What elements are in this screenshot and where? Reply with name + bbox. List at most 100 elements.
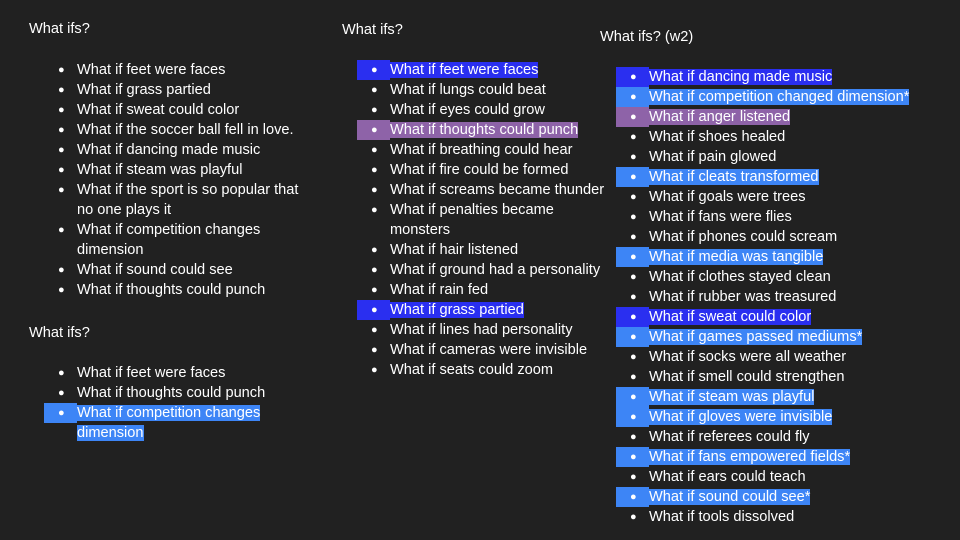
list-item: ● What if pain glowed xyxy=(630,147,909,167)
list-item-continuation: dimension xyxy=(77,423,265,443)
heading-what-ifs-2: What ifs? xyxy=(29,325,90,341)
list-item-text-continued: dimension xyxy=(77,242,144,258)
list-item: ● What if fans were flies xyxy=(630,207,909,227)
list-item: ● What if referees could fly xyxy=(630,427,909,447)
list-item-text: What if the sport is so popular that xyxy=(77,182,299,198)
bullet-icon: ● xyxy=(630,211,637,223)
bullet-icon: ● xyxy=(371,244,378,256)
list-item-text: What if anger listened xyxy=(649,109,791,125)
list-item-text: What if breathing could hear xyxy=(390,142,573,158)
bullet-icon: ● xyxy=(371,284,378,296)
bullet-icon: ● xyxy=(630,471,637,483)
list-item: ● What if rubber was treasured xyxy=(630,287,909,307)
list-item-text: What if the soccer ball fell in love. xyxy=(77,122,294,138)
bullet-icon: ● xyxy=(371,324,378,336)
heading-what-ifs-3: What ifs? xyxy=(342,22,403,38)
list-item-text: What if thoughts could punch xyxy=(77,282,266,298)
list-item: ● What if seats could zoom xyxy=(371,360,604,380)
list-item-text: What if fans were flies xyxy=(649,209,792,225)
list-item-text: What if grass partied xyxy=(77,82,211,98)
bullet-icon: ● xyxy=(371,204,378,216)
list-item: ● What if penalties became xyxy=(371,200,604,220)
bullet-icon: ● xyxy=(58,164,65,176)
bullet-icon: ● xyxy=(371,344,378,356)
list-item: ● What if feet were faces xyxy=(58,60,298,80)
bullet-icon: ● xyxy=(616,387,649,407)
list-item: ● What if sweat could color xyxy=(58,100,298,120)
list-item-text: What if screams became thunder xyxy=(390,182,605,198)
bullet-icon: ● xyxy=(371,144,378,156)
bullet-icon: ● xyxy=(357,300,390,320)
list-item: ● What if fire could be formed xyxy=(371,160,604,180)
list-item: ● What if steam was playful xyxy=(616,387,909,407)
list-item-text-continued: no one plays it xyxy=(77,202,172,218)
heading-what-ifs-w2: What ifs? (w2) xyxy=(600,29,694,45)
list-item-text: What if socks were all weather xyxy=(649,349,847,365)
bullet-icon: ● xyxy=(630,511,637,523)
list-item-text: What if steam was playful xyxy=(649,389,815,405)
list-item-text: What if hair listened xyxy=(390,242,519,258)
bullet-icon: ● xyxy=(630,291,637,303)
list-item-text: What if tools dissolved xyxy=(649,509,795,525)
list-item: ● What if tools dissolved xyxy=(630,507,909,527)
list-item: ● What if media was tangible xyxy=(616,247,909,267)
bullet-icon: ● xyxy=(58,184,65,196)
bullet-icon: ● xyxy=(58,264,65,276)
list-item: ● What if the soccer ball fell in love. xyxy=(58,120,298,140)
list-item: ● What if hair listened xyxy=(371,240,604,260)
bullet-icon: ● xyxy=(616,487,649,507)
list-item-text: What if clothes stayed clean xyxy=(649,269,831,285)
bullet-icon: ● xyxy=(44,403,77,423)
list-item: ● What if grass partied xyxy=(58,80,298,100)
heading-what-ifs-1: What ifs? xyxy=(29,21,90,37)
bullet-icon: ● xyxy=(616,107,649,127)
list-item: ● What if feet were faces xyxy=(58,363,265,383)
list-item: ● What if competition changes xyxy=(44,403,265,423)
list-item-text: What if grass partied xyxy=(390,302,524,318)
list-item-text: What if sweat could color xyxy=(77,102,240,118)
list-item-text: What if lungs could beat xyxy=(390,82,546,98)
bullet-icon: ● xyxy=(58,84,65,96)
list-item-text: What if goals were trees xyxy=(649,189,806,205)
list-item-text: What if fire could be formed xyxy=(390,162,569,178)
list-item-text: What if eyes could grow xyxy=(390,102,545,118)
list-item-text: What if ears could teach xyxy=(649,469,806,485)
idea-list-3: ● What if feet were faces ● What if lungs c… xyxy=(357,60,605,380)
list-item-text-continued: dimension xyxy=(77,425,144,441)
bullet-icon: ● xyxy=(630,231,637,243)
list-item: ● What if dancing made music xyxy=(616,67,909,87)
list-item-text: What if sound could see xyxy=(77,262,233,278)
bullet-icon: ● xyxy=(58,367,65,379)
list-item-text: What if thoughts could punch xyxy=(77,385,266,401)
list-item: ● What if breathing could hear xyxy=(371,140,604,160)
list-item: ● What if sound could see xyxy=(58,260,298,280)
bullet-icon: ● xyxy=(616,307,649,327)
list-item: ● What if ears could teach xyxy=(630,467,909,487)
bullet-icon: ● xyxy=(357,60,390,80)
list-item-text: What if feet were faces xyxy=(390,62,539,78)
list-item: ● What if anger listened xyxy=(616,107,909,127)
bullet-icon: ● xyxy=(630,371,637,383)
list-item-text: What if penalties became xyxy=(390,202,554,218)
list-item: ● What if lines had personality xyxy=(371,320,604,340)
list-item-text: What if ground had a personality xyxy=(390,262,601,278)
list-item: ● What if fans empowered fields* xyxy=(616,447,909,467)
list-item-text: What if competition changes xyxy=(77,405,261,421)
list-item: ● What if phones could scream xyxy=(630,227,909,247)
list-item-text: What if media was tangible xyxy=(649,249,824,265)
list-item: ● What if steam was playful xyxy=(58,160,298,180)
bullet-icon: ● xyxy=(58,387,65,399)
list-item: ● What if rain fed xyxy=(371,280,604,300)
bullet-icon: ● xyxy=(371,164,378,176)
list-item-text: What if games passed mediums* xyxy=(649,329,863,345)
bullet-icon: ● xyxy=(58,284,65,296)
bullet-icon: ● xyxy=(616,167,649,187)
list-item-text: What if gloves were invisible xyxy=(649,409,833,425)
list-item-continuation: no one plays it xyxy=(77,200,298,220)
list-item-text: What if competition changed dimension* xyxy=(649,89,910,105)
bullet-icon: ● xyxy=(58,64,65,76)
bullet-icon: ● xyxy=(630,351,637,363)
list-item: ● What if thoughts could punch xyxy=(58,280,298,300)
list-item: ● What if the sport is so popular that xyxy=(58,180,299,200)
bullet-icon: ● xyxy=(616,247,649,267)
